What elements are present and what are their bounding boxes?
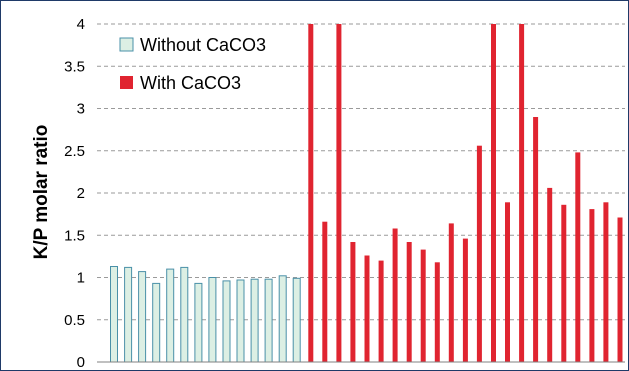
y-tick-label: 2 xyxy=(77,185,85,202)
y-tick-label: 1 xyxy=(77,270,85,287)
legend: Without CaCO3 With CaCO3 xyxy=(119,35,266,93)
bar-with-caco3-3 xyxy=(336,24,342,362)
bar-with-caco3-8 xyxy=(406,242,412,362)
bar-with-caco3-9 xyxy=(420,249,426,362)
y-tick-label: 3.5 xyxy=(64,58,85,75)
bar-without-caco3-5 xyxy=(166,268,175,363)
bar-with-caco3-2 xyxy=(322,221,328,362)
bars xyxy=(110,24,623,363)
bar-with-caco3-19 xyxy=(561,204,567,362)
legend-swatch-with-caco3 xyxy=(120,76,133,89)
bar-without-caco3-1 xyxy=(110,266,118,363)
bar-without-caco3-2 xyxy=(124,266,133,363)
bar-with-caco3-22 xyxy=(603,202,609,362)
bar-with-caco3-18 xyxy=(547,187,553,362)
bar-with-caco3-5 xyxy=(364,255,370,362)
gridlines xyxy=(97,23,625,321)
bar-with-caco3-15 xyxy=(505,202,510,362)
bar-with-caco3-16 xyxy=(519,24,525,362)
bar-with-caco3-21 xyxy=(589,209,595,362)
y-axis-label: K/P molar ratio xyxy=(31,125,52,260)
bar-without-caco3-6 xyxy=(180,266,189,363)
bar-with-caco3-17 xyxy=(533,117,539,362)
bar-with-caco3-23 xyxy=(617,217,623,362)
y-tick-label: 1.5 xyxy=(64,227,85,244)
y-tick-label: 4 xyxy=(77,16,85,33)
bar-with-caco3-12 xyxy=(462,238,468,362)
bar-with-caco3-1 xyxy=(308,24,314,362)
bar-with-caco3-7 xyxy=(392,228,398,362)
y-tick-label: 0.5 xyxy=(64,312,85,329)
bar-without-caco3-14 xyxy=(292,277,301,363)
bar-with-caco3-20 xyxy=(575,152,581,362)
bar-with-caco3-6 xyxy=(378,260,384,362)
legend-swatch-without-caco3 xyxy=(119,37,134,52)
y-tick-label: 0 xyxy=(77,354,85,371)
bar-without-caco3-12 xyxy=(264,278,273,363)
bar-with-caco3-4 xyxy=(350,242,356,362)
bar-without-caco3-9 xyxy=(222,280,231,363)
bar-without-caco3-8 xyxy=(208,277,217,363)
bar-without-caco3-3 xyxy=(138,271,147,363)
bar-without-caco3-7 xyxy=(194,282,203,363)
bar-without-caco3-13 xyxy=(278,275,287,363)
y-tick-label: 3 xyxy=(77,101,85,118)
bar-with-caco3-11 xyxy=(448,223,454,362)
legend-label-with-caco3: With CaCO3 xyxy=(140,73,241,93)
bar-with-caco3-14 xyxy=(491,24,496,362)
bar-with-caco3-10 xyxy=(434,262,440,362)
y-tick-label: 2.5 xyxy=(64,143,85,160)
bar-without-caco3-10 xyxy=(236,279,245,363)
legend-label-without-caco3: Without CaCO3 xyxy=(140,35,266,55)
bar-without-caco3-4 xyxy=(152,282,161,363)
bar-with-caco3-13 xyxy=(476,145,482,362)
y-axis-ticks: 0 0.5 1 1.5 2 2.5 3 3.5 4 xyxy=(64,16,85,371)
bar-without-caco3-11 xyxy=(250,278,259,363)
